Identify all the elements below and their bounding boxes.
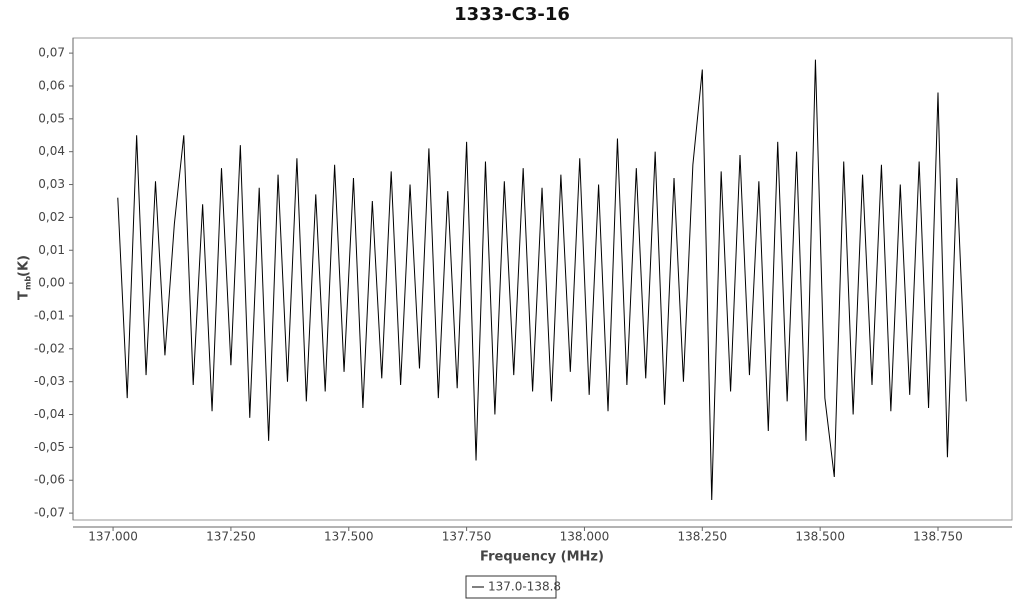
y-tick-label: -0,03 bbox=[34, 374, 65, 388]
y-tick-label: 0,05 bbox=[38, 111, 65, 125]
x-tick-label: 138.000 bbox=[560, 530, 610, 544]
y-tick-label: 0,01 bbox=[38, 243, 65, 257]
legend-box bbox=[465, 575, 557, 599]
x-axis-title: Frequency (MHz) bbox=[480, 550, 604, 565]
y-tick-label: -0,06 bbox=[34, 473, 65, 487]
y-axis-title-main: T bbox=[17, 291, 32, 300]
legend: 137.0-138.8 bbox=[465, 575, 561, 599]
y-tick-label: -0,05 bbox=[34, 440, 65, 454]
x-tick-label: 137.000 bbox=[88, 530, 138, 544]
y-axis-title-unit: (K) bbox=[17, 255, 32, 277]
x-tick-label: 138.750 bbox=[913, 530, 963, 544]
y-tick-label: -0,07 bbox=[34, 506, 65, 520]
x-tick-label: 138.250 bbox=[677, 530, 727, 544]
chart-title: 1333-C3-16 bbox=[454, 4, 570, 25]
y-tick-label: 0,04 bbox=[38, 144, 65, 158]
y-tick-label: 0,03 bbox=[38, 177, 65, 191]
x-tick-label: 138.500 bbox=[795, 530, 845, 544]
y-tick-label: -0,02 bbox=[34, 341, 65, 355]
y-axis-title: T mb (K) bbox=[17, 255, 33, 300]
y-tick-label: 0,00 bbox=[38, 276, 65, 290]
y-tick-label: 0,06 bbox=[38, 78, 65, 92]
x-tick-label: 137.500 bbox=[324, 530, 374, 544]
y-tick-label: 0,07 bbox=[38, 46, 65, 60]
y-tick-label: -0,01 bbox=[34, 308, 65, 322]
x-tick-label: 137.750 bbox=[442, 530, 492, 544]
y-axis-title-sub: mb bbox=[24, 276, 33, 290]
x-tick-label: 137.250 bbox=[206, 530, 256, 544]
plot-frame bbox=[72, 37, 1013, 521]
y-tick-label: -0,04 bbox=[34, 407, 65, 421]
series-line bbox=[117, 59, 967, 500]
y-tick-label: 0,02 bbox=[38, 210, 65, 224]
legend-label: 137.0-138.8 bbox=[488, 580, 561, 594]
